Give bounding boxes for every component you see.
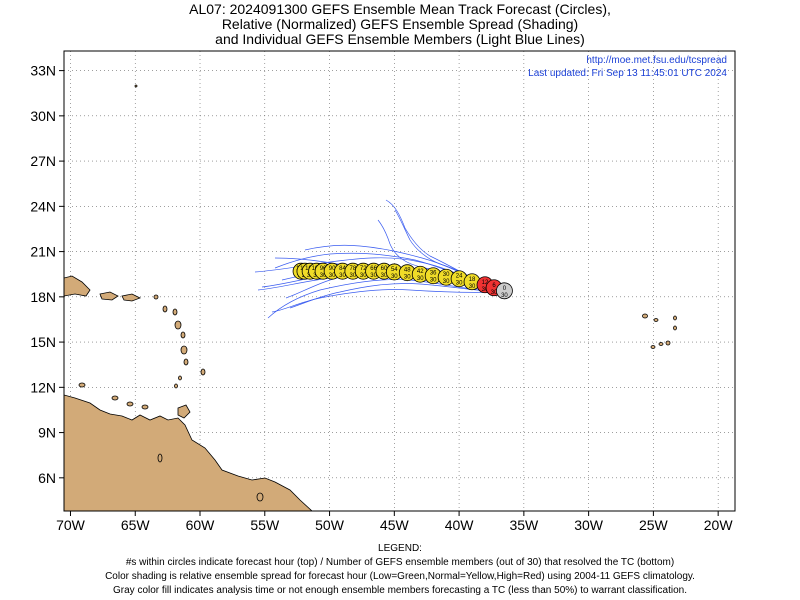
y-tick-label: 18N (30, 289, 56, 305)
y-tick-label: 6N (38, 470, 56, 486)
x-tick-label: 55W (250, 517, 280, 533)
track-marker-hour: 96 (320, 266, 327, 272)
track-marker-circle (496, 282, 513, 300)
track-marker-members: 30 (417, 276, 424, 282)
puerto-rico-island (64, 275, 91, 297)
x-tick-label: 70W (56, 517, 86, 533)
track-marker-members: 30 (350, 273, 357, 279)
y-tick-label: 24N (30, 198, 56, 214)
title-line-2: Relative (Normalized) GEFS Ensemble Spre… (221, 16, 579, 32)
track-marker-hour: 78 (350, 266, 357, 272)
track-marker-hour: 54 (391, 267, 398, 273)
legend-line-1: #s within circles indicate forecast hour… (125, 557, 675, 568)
trinidad-island (177, 404, 191, 419)
track-marker-members: 30 (360, 273, 367, 279)
mean-track: 1203011430108301023096309030843078307230… (292, 262, 513, 300)
x-tick-label: 30W (574, 517, 604, 533)
track-marker-hour: 6 (492, 283, 496, 289)
cape-verde-islands (642, 313, 677, 349)
track-marker-members: 30 (404, 275, 411, 281)
track-marker-members: 30 (391, 274, 398, 280)
track-marker-members: 30 (443, 279, 450, 285)
track-marker-hour: 36 (430, 271, 437, 277)
legend-heading: LEGEND: (378, 543, 422, 554)
track-marker-hour: 60 (381, 266, 388, 272)
x-tick-label: 20W (704, 517, 734, 533)
ensemble-members (254, 199, 499, 319)
x-tick-label: 40W (445, 517, 475, 533)
virgin-islands (99, 291, 141, 302)
y-tick-label: 9N (38, 425, 56, 441)
track-marker-hour: 72 (360, 266, 367, 272)
track-marker-members: 30 (469, 284, 476, 290)
track-marker-members: 30 (491, 290, 498, 296)
track-marker-hour: 30 (443, 272, 450, 278)
lesser-antilles (78, 84, 264, 502)
track-marker-hour: 18 (469, 277, 476, 283)
track-marker-0h: 030 (496, 282, 513, 300)
x-tick-label: 25W (639, 517, 669, 533)
track-marker-members: 30 (482, 287, 489, 293)
legend-line-3: Gray color fill indicates analysis time … (113, 585, 687, 596)
track-marker-members: 30 (381, 273, 388, 279)
x-tick-label: 50W (315, 517, 345, 533)
track-marker-hour: 24 (456, 274, 463, 280)
track-marker-hour: 0 (503, 286, 507, 292)
track-marker-hour: 12 (482, 280, 489, 286)
land-layer (64, 84, 677, 511)
track-marker-hour: 84 (339, 266, 346, 272)
track-marker-members: 30 (320, 273, 327, 279)
y-tick-label: 21N (30, 244, 56, 260)
track-marker-members: 30 (430, 278, 437, 284)
y-tick-label: 33N (30, 63, 56, 79)
x-tick-label: 35W (509, 517, 539, 533)
plot-border (63, 50, 736, 512)
track-marker-hour: 66 (370, 266, 377, 272)
credit-url[interactable]: http://moe.met.fsu.edu/tcspread (586, 55, 727, 66)
x-tick-label: 60W (186, 517, 216, 533)
track-marker-members: 30 (329, 273, 336, 279)
track-marker-members: 30 (370, 273, 377, 279)
track-marker-hour: 90 (329, 266, 336, 272)
legend-line-2: Color shading is relative ensemble sprea… (105, 571, 695, 582)
track-marker-members: 30 (501, 293, 508, 299)
title-line-3: and Individual GEFS Ensemble Members (Li… (215, 31, 585, 47)
track-marker-members: 30 (339, 273, 346, 279)
lat-lon-grid (64, 51, 735, 511)
track-marker-hour: 48 (404, 268, 411, 274)
y-tick-label: 27N (30, 153, 56, 169)
y-tick-label: 15N (30, 334, 56, 350)
axis-frame: 70W 65W 60W 55W 50W 45W 40W 35W 30W 25W 20W 33N 30N 2… (30, 50, 736, 533)
south-america-landmass (64, 394, 313, 511)
y-tick-label: 30N (30, 108, 56, 124)
y-tick-label: 12N (30, 379, 56, 395)
track-marker-hour: 42 (417, 269, 424, 275)
credit-last-updated: Last updated: Fri Sep 13 11:45:01 UTC 20… (528, 68, 727, 79)
title-line-1: AL07: 2024091300 GEFS Ensemble Mean Trac… (189, 1, 611, 17)
x-tick-label: 45W (380, 517, 410, 533)
track-marker-members: 30 (456, 281, 463, 287)
x-tick-label: 65W (121, 517, 151, 533)
